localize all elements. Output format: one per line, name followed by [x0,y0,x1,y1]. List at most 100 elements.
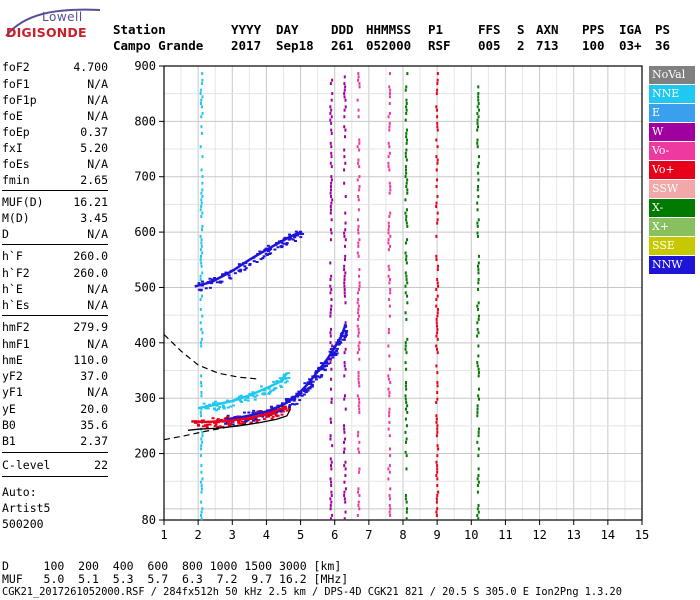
interference-band-point [358,440,361,444]
interference-band-point [477,430,480,434]
interference-band-point [330,500,333,504]
interference-band-point [405,261,408,265]
legend-item: Vo+ [649,161,695,179]
param-row: fxI 5.20 [2,141,108,158]
interference-band-point [331,444,334,448]
interference-band-point [404,291,407,295]
echo-point [295,234,299,237]
echo-point [255,420,259,423]
legend-item: Vo- [649,142,695,160]
echo-point [196,423,200,426]
echo-point [333,352,337,355]
echo-point [279,410,283,413]
interference-band-point [329,464,332,468]
interference-band-point [387,165,390,169]
interference-band-point [344,98,347,102]
interference-band-point [477,467,480,471]
interference-band-point [200,517,203,521]
interference-band-point [201,228,204,232]
echo-point [288,404,292,407]
interference-band-point [329,238,332,242]
interference-band-point [477,307,480,311]
param-row: h`E N/A [2,282,108,299]
interference-band-point [388,470,391,474]
legend-item: NNE [649,85,695,103]
interference-band-point [356,218,359,222]
interference-band-point [477,85,480,89]
interference-band-point [201,111,204,115]
interference-band-point [330,377,333,381]
interference-band-point [358,188,361,192]
interference-band-point [358,507,361,511]
echo-point [239,422,243,425]
interference-band-point [387,115,390,119]
interference-band-point [344,460,347,464]
interference-band-point [329,387,332,391]
echo-point [220,280,224,283]
interference-band-point [404,394,407,398]
echo-point [304,388,308,391]
echo-point [197,282,201,285]
x-tick-label: 5 [297,528,304,542]
echo-point [284,407,288,410]
interference-band-point [329,331,332,335]
interference-band-point [200,407,203,411]
interference-band-point [476,185,479,189]
echo-point [264,252,268,255]
interference-band-point [357,297,360,301]
interference-band-point [435,474,438,478]
interference-band-point [404,241,407,245]
interference-band-point [436,331,439,335]
interference-band-point [357,327,360,331]
interference-band-point [405,171,408,175]
echo-point [331,352,335,355]
interference-band-point [435,417,438,421]
param-name: foF1p [2,93,37,107]
interference-band-point [330,121,333,125]
param-row: h`F2 260.0 [2,266,108,283]
echo-point [248,392,252,395]
interference-band-point [357,228,360,232]
interference-band-point [436,161,439,165]
interference-band-point [201,195,204,199]
interference-band-point [477,98,480,102]
interference-band-point [357,195,360,199]
interference-band-point [199,274,202,278]
echo-point [243,268,247,271]
y-tick-label: 800 [134,114,156,128]
interference-band-point [389,185,392,189]
interference-band-point [389,497,392,501]
echo-point [274,387,278,390]
interference-band-point [436,351,439,355]
y-tick-label: 400 [134,336,156,350]
interference-band-point [476,118,479,122]
interference-band-point [477,268,480,272]
param-name: B1 [2,434,16,448]
echo-point [273,248,277,251]
echo-point [295,402,299,405]
interference-band-point [329,191,332,195]
echo-point [320,374,324,377]
interference-band-point [330,218,333,222]
interference-band-point [329,417,332,421]
echo-point [288,233,292,236]
interference-band-point [343,75,346,79]
interference-band-point [343,490,346,494]
y-tick-label: 900 [134,59,156,73]
lowell-digisonde-logo: Lowell DIGISONDE [4,6,102,48]
interference-band-point [436,82,439,86]
interference-band-point [404,155,407,159]
interference-band-point [330,297,333,301]
interference-band-point [387,155,390,159]
interference-band-point [344,221,347,225]
interference-band-point [199,341,202,345]
echo-point [300,394,304,397]
interference-band-point [404,271,407,275]
echo-point [205,426,209,429]
interference-band-point [435,304,438,308]
interference-band-point [200,447,203,451]
echo-point [279,384,283,387]
interference-band-point [199,101,202,105]
y-tick-label: 600 [134,225,156,239]
echo-point [253,395,257,398]
